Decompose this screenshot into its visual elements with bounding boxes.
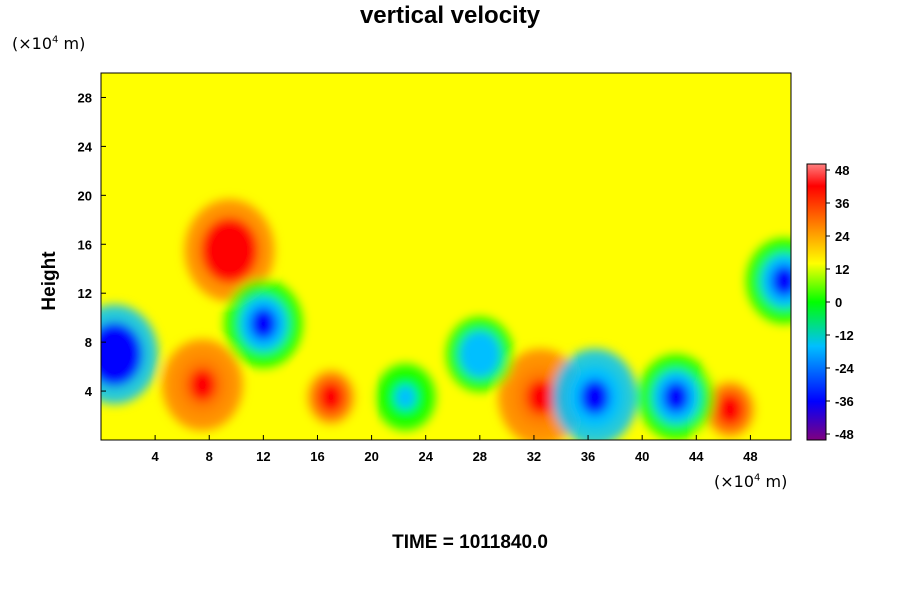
colorbar-tick-label: 24 bbox=[835, 229, 850, 244]
y-axis-unit: (×104 m) bbox=[12, 34, 86, 53]
x-tick-label: 24 bbox=[418, 449, 433, 464]
feature-core bbox=[468, 340, 492, 369]
x-tick-label: 20 bbox=[364, 449, 378, 464]
x-tick-label: 4 bbox=[152, 449, 160, 464]
x-tick-label: 12 bbox=[256, 449, 270, 464]
colorbar-tick-label: -12 bbox=[835, 328, 854, 343]
y-tick-label: 12 bbox=[78, 286, 92, 301]
plot-area bbox=[100, 72, 792, 441]
time-caption: TIME = 1011840.0 bbox=[392, 532, 548, 553]
colorbar-tick-label: 12 bbox=[835, 262, 849, 277]
feature-core bbox=[214, 231, 245, 270]
feature-core bbox=[526, 379, 556, 415]
colorbar-tick-label: 36 bbox=[835, 196, 849, 211]
x-tick-label: 28 bbox=[473, 449, 487, 464]
y-tick-label: 8 bbox=[85, 335, 92, 350]
y-tick-label: 24 bbox=[78, 139, 93, 154]
plot-border bbox=[100, 72, 792, 441]
x-tick-label: 48 bbox=[743, 449, 757, 464]
x-tick-label: 36 bbox=[581, 449, 595, 464]
y-tick-label: 16 bbox=[78, 237, 92, 252]
feature-core bbox=[716, 393, 744, 426]
feature-core bbox=[395, 384, 416, 410]
feature-core bbox=[662, 381, 690, 413]
x-tick-label: 40 bbox=[635, 449, 649, 464]
feature-core bbox=[317, 381, 345, 413]
feature-core bbox=[771, 265, 791, 297]
x-axis: 4 8 12 16 20 24 28 32 36 40 44 48 bbox=[152, 435, 758, 464]
colorbar-tick-label: 48 bbox=[835, 163, 849, 178]
feature-core bbox=[188, 368, 217, 402]
colorbar-scale bbox=[806, 163, 827, 441]
x-axis-unit: (×104 m) bbox=[714, 472, 788, 491]
x-tick-label: 44 bbox=[689, 449, 704, 464]
chart-title: vertical velocity bbox=[359, 2, 541, 29]
feature-core bbox=[101, 336, 130, 373]
colorbar-tick-label: 0 bbox=[835, 295, 842, 310]
colorbar-tick-label: -48 bbox=[835, 427, 854, 442]
y-axis: 4 8 12 16 20 24 28 bbox=[78, 90, 106, 399]
colorbar-tick-label: -24 bbox=[835, 361, 855, 376]
colorbar-tick-label: -36 bbox=[835, 394, 854, 409]
x-tick-label: 16 bbox=[310, 449, 324, 464]
colorbar: 48 36 24 12 0 -12 -24 -36 -48 bbox=[806, 163, 855, 442]
y-tick-label: 28 bbox=[78, 90, 92, 105]
feature-core bbox=[580, 379, 610, 415]
y-tick-label: 20 bbox=[78, 188, 92, 203]
y-tick-label: 4 bbox=[85, 384, 93, 399]
feature-core bbox=[249, 307, 277, 341]
x-tick-label: 8 bbox=[206, 449, 213, 464]
x-tick-label: 32 bbox=[527, 449, 541, 464]
